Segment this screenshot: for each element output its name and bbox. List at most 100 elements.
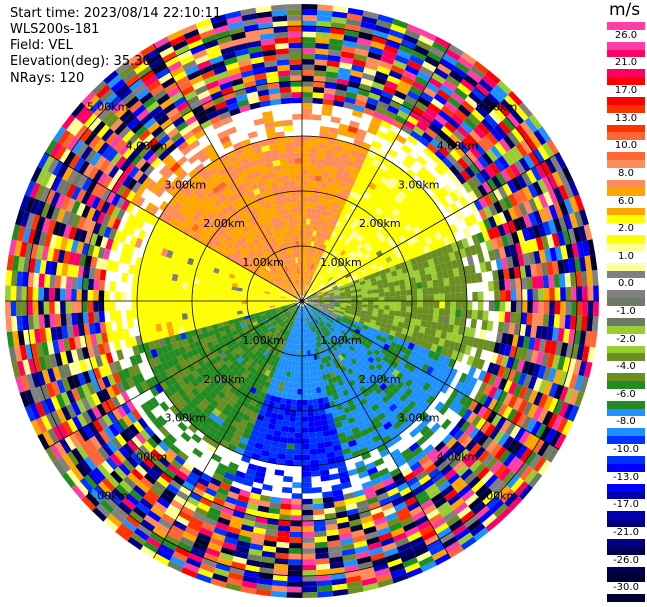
velocity-gate [522,186,534,201]
velocity-gate [363,212,372,220]
velocity-gate [422,294,429,301]
velocity-gate [288,559,302,565]
velocity-gate [408,178,419,189]
velocity-gate [306,294,311,298]
velocity-gate [371,234,379,243]
velocity-gate [321,288,328,293]
velocity-gate [398,79,412,91]
velocity-gate [282,420,290,427]
velocity-gate [559,273,566,288]
velocity-gate [320,226,326,233]
velocity-gate [417,301,423,308]
velocity-gate [416,313,423,320]
velocity-gate [302,48,316,54]
velocity-gate [437,130,450,142]
velocity-gate [304,246,308,252]
velocity-gate [448,316,456,326]
velocity-gate [302,388,307,395]
velocity-gate [549,301,555,315]
velocity-gate [304,285,308,291]
velocity-gate [399,199,409,209]
velocity-gate [406,90,421,101]
velocity-gate [374,238,383,246]
velocity-gate [326,259,332,266]
velocity-gate [286,443,295,450]
velocity-gate [314,175,322,182]
velocity-gate [404,28,421,40]
velocity-gate [286,393,293,400]
velocity-gate [192,295,198,301]
velocity-gate [311,487,323,494]
velocity-gate [54,301,61,314]
velocity-gate [302,427,309,433]
velocity-gate [415,121,429,132]
velocity-gate [433,307,440,316]
velocity-gate [507,220,517,233]
velocity-gate [331,283,338,288]
velocity-gate [276,414,284,421]
velocity-gate [549,155,562,172]
velocity-gate [310,213,316,220]
velocity-gate [203,285,210,292]
velocity-gate [337,271,344,277]
velocity-gate [455,292,462,301]
velocity-gate [176,281,183,289]
velocity-gate [525,169,538,184]
velocity-gate [359,183,368,192]
velocity-gate [356,301,363,305]
velocity-gate [323,239,329,246]
velocity-gate [587,285,594,301]
velocity-gate [334,277,341,282]
velocity-gate [351,64,365,73]
velocity-gate [307,280,310,286]
velocity-gate [278,442,288,449]
velocity-gate [311,270,316,276]
velocity-gate [327,177,335,185]
velocity-gate [402,172,413,183]
velocity-gate [373,111,385,121]
velocity-gate [312,97,324,105]
velocity-gate [395,167,406,177]
velocity-gate [457,56,474,70]
velocity-gate [528,132,542,149]
velocity-gate [342,40,357,49]
velocity-gate [346,159,356,168]
velocity-gate [287,432,296,439]
velocity-gate [335,239,341,246]
velocity-gate [532,288,539,301]
velocity-gate [322,233,328,240]
velocity-gate [308,421,316,428]
velocity-gate [295,416,302,422]
velocity-gate [328,127,339,135]
velocity-gate [317,447,327,455]
velocity-gate [306,274,310,280]
velocity-gate [438,286,445,294]
velocity-gate [378,296,385,301]
velocity-gate [295,355,300,362]
velocity-gate [408,211,418,221]
velocity-gate [295,427,302,433]
velocity-gate [359,147,370,156]
velocity-gate [325,222,332,230]
velocity-gate [546,139,560,156]
velocity-gate [225,289,232,294]
velocity-gate [341,175,350,183]
velocity-gate [314,530,327,538]
velocity-gate [303,290,306,296]
velocity-gate [461,137,474,151]
velocity-gate [315,563,331,571]
velocity-gate [472,187,483,200]
velocity-gate [505,166,517,180]
velocity-gate [449,164,461,177]
velocity-gate [197,295,204,301]
velocity-gate [421,281,428,289]
velocity-gate [230,301,237,305]
velocity-gate [394,263,402,271]
velocity-gate [478,208,488,221]
velocity-gate [367,293,374,298]
velocity-gate [400,306,407,312]
velocity-gate [170,314,178,322]
velocity-gate [392,258,400,266]
velocity-gate [340,243,347,250]
velocity-gate [333,94,346,102]
